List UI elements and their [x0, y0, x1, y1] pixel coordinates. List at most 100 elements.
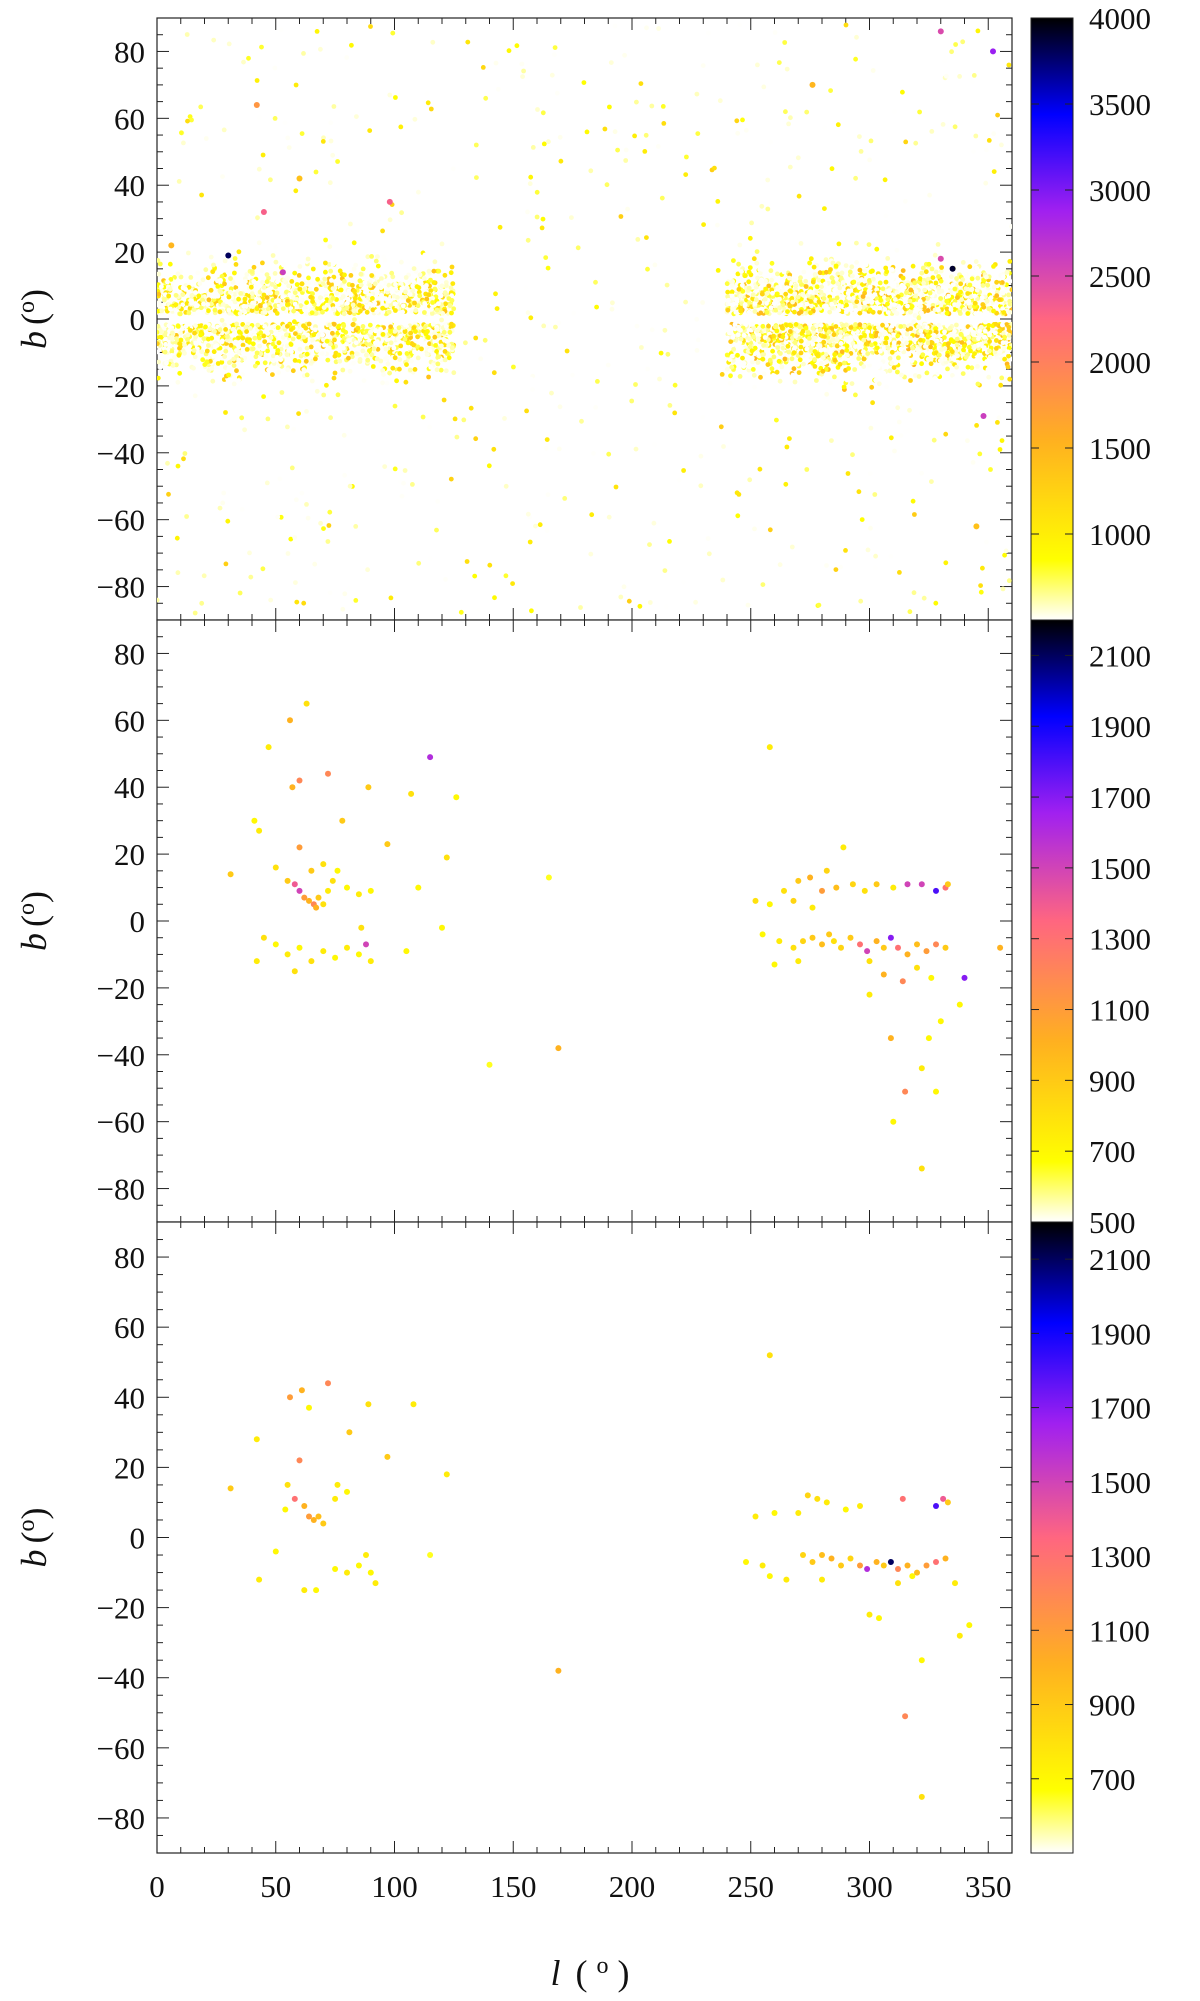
- data-point: [402, 329, 408, 335]
- data-point: [883, 279, 889, 285]
- data-point: [180, 292, 186, 297]
- data-point: [257, 343, 262, 349]
- data-point: [205, 302, 211, 307]
- data-point: [959, 297, 964, 302]
- data-point: [788, 329, 793, 334]
- data-point: [966, 335, 971, 340]
- data-point: [866, 242, 872, 248]
- data-point: [200, 357, 206, 363]
- data-point: [250, 304, 256, 309]
- data-point: [440, 311, 446, 316]
- data-point: [960, 277, 966, 283]
- data-point: [360, 266, 366, 272]
- data-point: [206, 297, 212, 303]
- data-point: [187, 344, 193, 349]
- data-point: [335, 311, 340, 317]
- data-point: [954, 276, 959, 281]
- data-point: [792, 379, 798, 385]
- data-point: [756, 336, 761, 342]
- data-point: [1000, 322, 1005, 328]
- data-point: [900, 268, 906, 273]
- data-point: [1001, 310, 1007, 315]
- data-point: [340, 367, 346, 373]
- data-point: [319, 288, 324, 294]
- data-point: [175, 379, 181, 385]
- data-point: [991, 308, 996, 314]
- data-point: [273, 245, 278, 250]
- data-point: [399, 259, 404, 265]
- data-point: [803, 284, 809, 289]
- data-point: [264, 279, 270, 285]
- data-point: [378, 285, 384, 291]
- data-point: [310, 337, 315, 343]
- data-point: [243, 324, 249, 330]
- data-point: [821, 339, 827, 345]
- data-point: [363, 289, 368, 295]
- data-point: [1000, 290, 1006, 296]
- data-point: [275, 279, 280, 285]
- data-point: [777, 305, 782, 311]
- data-point: [187, 328, 193, 333]
- data-point: [862, 332, 867, 338]
- data-point: [898, 324, 904, 329]
- data-point: [236, 349, 242, 355]
- data-point: [262, 339, 268, 344]
- data-point: [309, 378, 315, 384]
- data-point: [730, 283, 735, 288]
- data-point: [807, 260, 812, 266]
- data-point: [273, 284, 278, 290]
- data-point: [172, 355, 177, 360]
- data-point: [273, 331, 278, 337]
- data-point: [230, 280, 236, 285]
- data-point: [382, 257, 388, 263]
- data-point: [426, 310, 431, 316]
- data-point: [438, 367, 444, 373]
- data-point: [207, 326, 213, 332]
- data-point: [164, 360, 169, 366]
- data-point: [374, 309, 380, 314]
- data-point: [303, 358, 309, 364]
- data-point: [189, 372, 195, 377]
- data-point: [367, 301, 373, 307]
- data-point: [358, 271, 364, 277]
- data-point: [831, 332, 837, 338]
- data-point: [270, 324, 275, 330]
- y-tick-label: 0: [130, 302, 146, 337]
- data-point: [353, 340, 359, 346]
- data-point: [240, 372, 245, 377]
- data-point: [801, 361, 806, 367]
- data-point: [743, 273, 748, 278]
- data-point: [865, 351, 871, 356]
- data-point: [375, 254, 380, 259]
- data-point: [942, 329, 947, 335]
- data-point: [366, 295, 371, 301]
- data-point: [908, 287, 914, 293]
- data-point: [807, 364, 812, 369]
- data-point: [753, 284, 759, 290]
- data-point: [186, 250, 191, 256]
- data-point: [938, 296, 943, 301]
- data-point: [876, 273, 881, 279]
- data-point: [385, 361, 391, 367]
- data-point: [192, 330, 197, 336]
- data-point: [908, 309, 913, 315]
- data-point: [315, 276, 320, 282]
- data-point: [294, 282, 300, 287]
- data-point: [994, 279, 999, 285]
- data-point: [444, 283, 449, 289]
- data-point: [845, 307, 851, 312]
- data-point: [396, 325, 402, 331]
- data-point: [727, 324, 733, 330]
- data-point: [747, 364, 752, 370]
- data-point: [448, 285, 454, 291]
- data-point: [735, 513, 741, 519]
- data-point: [206, 308, 211, 314]
- data-point: [162, 297, 167, 303]
- data-point: [384, 380, 390, 386]
- data-point: [916, 367, 921, 372]
- data-point: [880, 286, 886, 292]
- data-point: [264, 272, 270, 277]
- data-point: [380, 309, 386, 315]
- data-point: [834, 276, 839, 282]
- data-point: [170, 374, 176, 380]
